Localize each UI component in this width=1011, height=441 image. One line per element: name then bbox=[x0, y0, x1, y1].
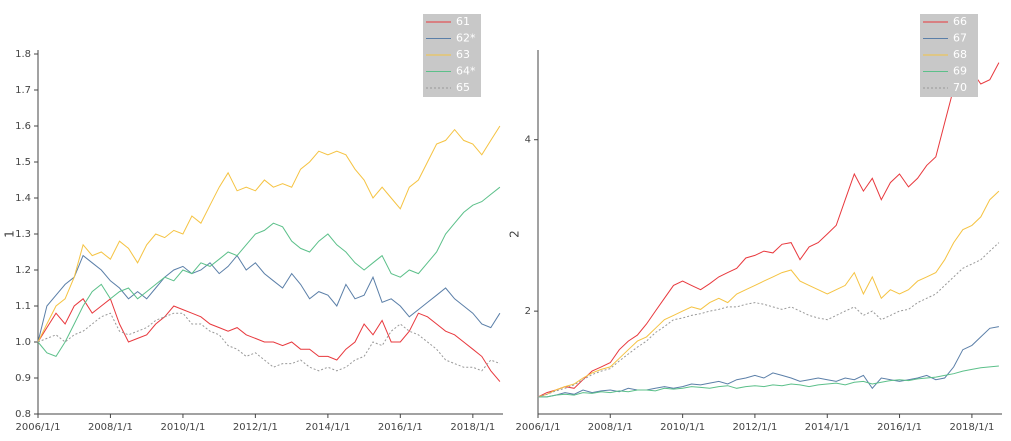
legend-label: 68 bbox=[953, 48, 967, 61]
x-tick-label: 2012/1/1 bbox=[732, 422, 777, 433]
x-tick-label: 2014/1/1 bbox=[305, 422, 350, 433]
legend-label: 69 bbox=[953, 65, 967, 78]
legend-label: 61 bbox=[456, 15, 470, 28]
legend-label: 67 bbox=[953, 32, 967, 45]
legend-label: 70 bbox=[953, 81, 967, 94]
series-line bbox=[538, 326, 999, 398]
y-tick-label: 1.3 bbox=[15, 229, 31, 240]
y-tick-label: 1.8 bbox=[15, 49, 31, 60]
y-tick-label: 0.8 bbox=[15, 409, 31, 420]
series-line bbox=[37, 125, 501, 343]
series-line bbox=[537, 62, 1000, 398]
series-line bbox=[37, 254, 501, 343]
series-line bbox=[538, 365, 999, 398]
x-tick-label: 2012/1/1 bbox=[233, 422, 278, 433]
y-tick-label: 0.9 bbox=[15, 373, 31, 384]
y-axis-label: 2 bbox=[508, 230, 522, 238]
x-tick-label: 2006/1/1 bbox=[16, 422, 61, 433]
legend-label: 64* bbox=[456, 65, 476, 78]
x-tick-label: 2018/1/1 bbox=[450, 422, 495, 433]
series-line bbox=[537, 242, 1000, 398]
x-tick-label: 2018/1/1 bbox=[949, 422, 994, 433]
x-tick-label: 2008/1/1 bbox=[588, 422, 633, 433]
y-tick-label: 1.0 bbox=[15, 337, 31, 348]
x-tick-label: 2010/1/1 bbox=[660, 422, 705, 433]
y-tick-label: 1.6 bbox=[15, 121, 31, 132]
y-axis-label: 1 bbox=[3, 230, 17, 238]
x-tick-label: 2014/1/1 bbox=[805, 422, 850, 433]
legend-label: 62* bbox=[456, 32, 476, 45]
x-tick-label: 2016/1/1 bbox=[877, 422, 922, 433]
y-tick-label: 1.7 bbox=[15, 85, 31, 96]
legend-label: 63 bbox=[456, 48, 470, 61]
y-tick-label: 4 bbox=[525, 135, 531, 146]
series-line bbox=[37, 186, 501, 358]
x-tick-label: 2006/1/1 bbox=[516, 422, 561, 433]
series-line bbox=[37, 297, 501, 382]
y-tick-label: 1.4 bbox=[15, 193, 31, 204]
legend-label: 65 bbox=[456, 81, 470, 94]
y-tick-label: 1.2 bbox=[15, 265, 31, 276]
y-tick-label: 1.5 bbox=[15, 157, 31, 168]
x-tick-label: 2008/1/1 bbox=[88, 422, 133, 433]
x-tick-label: 2010/1/1 bbox=[160, 422, 205, 433]
y-tick-label: 2 bbox=[525, 306, 531, 317]
legend-label: 66 bbox=[953, 15, 967, 28]
y-tick-label: 1.1 bbox=[15, 301, 31, 312]
series-line bbox=[37, 312, 501, 372]
series-line bbox=[537, 190, 1000, 398]
x-tick-label: 2016/1/1 bbox=[378, 422, 423, 433]
